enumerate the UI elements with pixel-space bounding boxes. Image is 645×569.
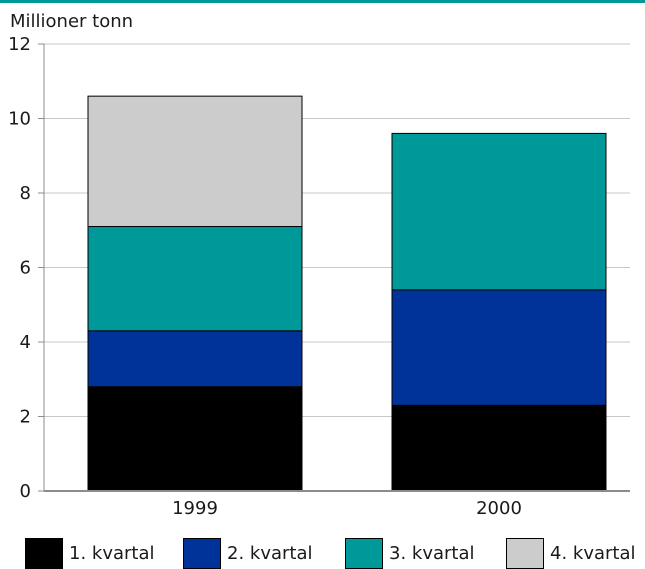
top-accent-rule [0,0,645,3]
legend-swatch [506,538,544,569]
stacked-bar-chart: Millioner tonn 0 2 4 6 8 10 12 1999 2000 [8,11,630,519]
legend-label: 2. kvartal [227,543,313,564]
bar-segment-1999-series-1 [87,386,303,492]
y-tick-label: 4 [20,332,31,353]
legend-label: 4. kvartal [550,543,636,564]
x-category-label-2000: 2000 [476,498,522,519]
bar-segment-2000-series-1 [391,404,607,492]
legend-swatch [345,538,383,569]
legend-label: 3. kvartal [389,543,475,564]
legend-item-3: 3. kvartal [345,538,475,569]
bar-segment-2000-series-3 [391,132,607,291]
bar-segment-1999-series-4 [87,95,303,228]
legend-swatch [183,538,221,569]
legend: 1. kvartal 2. kvartal 3. kvartal 4. kvartal [0,538,645,569]
bars [87,95,607,492]
legend-item-2: 2. kvartal [183,538,313,569]
legend-swatch [25,538,63,569]
bar-segment-1999-series-3 [87,226,303,332]
x-category-labels: 1999 2000 [172,498,522,519]
y-axis-unit-label: Millioner tonn [10,11,133,32]
y-tick-label: 10 [8,109,31,130]
legend-item-4: 4. kvartal [506,538,636,569]
bar-segment-2000-series-2 [391,289,607,406]
legend-item-1: 1. kvartal [25,538,155,569]
legend-label: 1. kvartal [69,543,155,564]
axes [38,43,630,492]
y-tick-label: 2 [20,407,31,428]
bar-segment-1999-series-2 [87,330,303,388]
x-category-label-1999: 1999 [172,498,218,519]
y-tick-label: 8 [20,183,31,204]
y-tick-label: 6 [20,258,31,279]
y-tick-label: 0 [20,481,31,502]
y-tick-label: 12 [8,34,31,55]
y-tick-labels: 0 2 4 6 8 10 12 [8,34,31,502]
